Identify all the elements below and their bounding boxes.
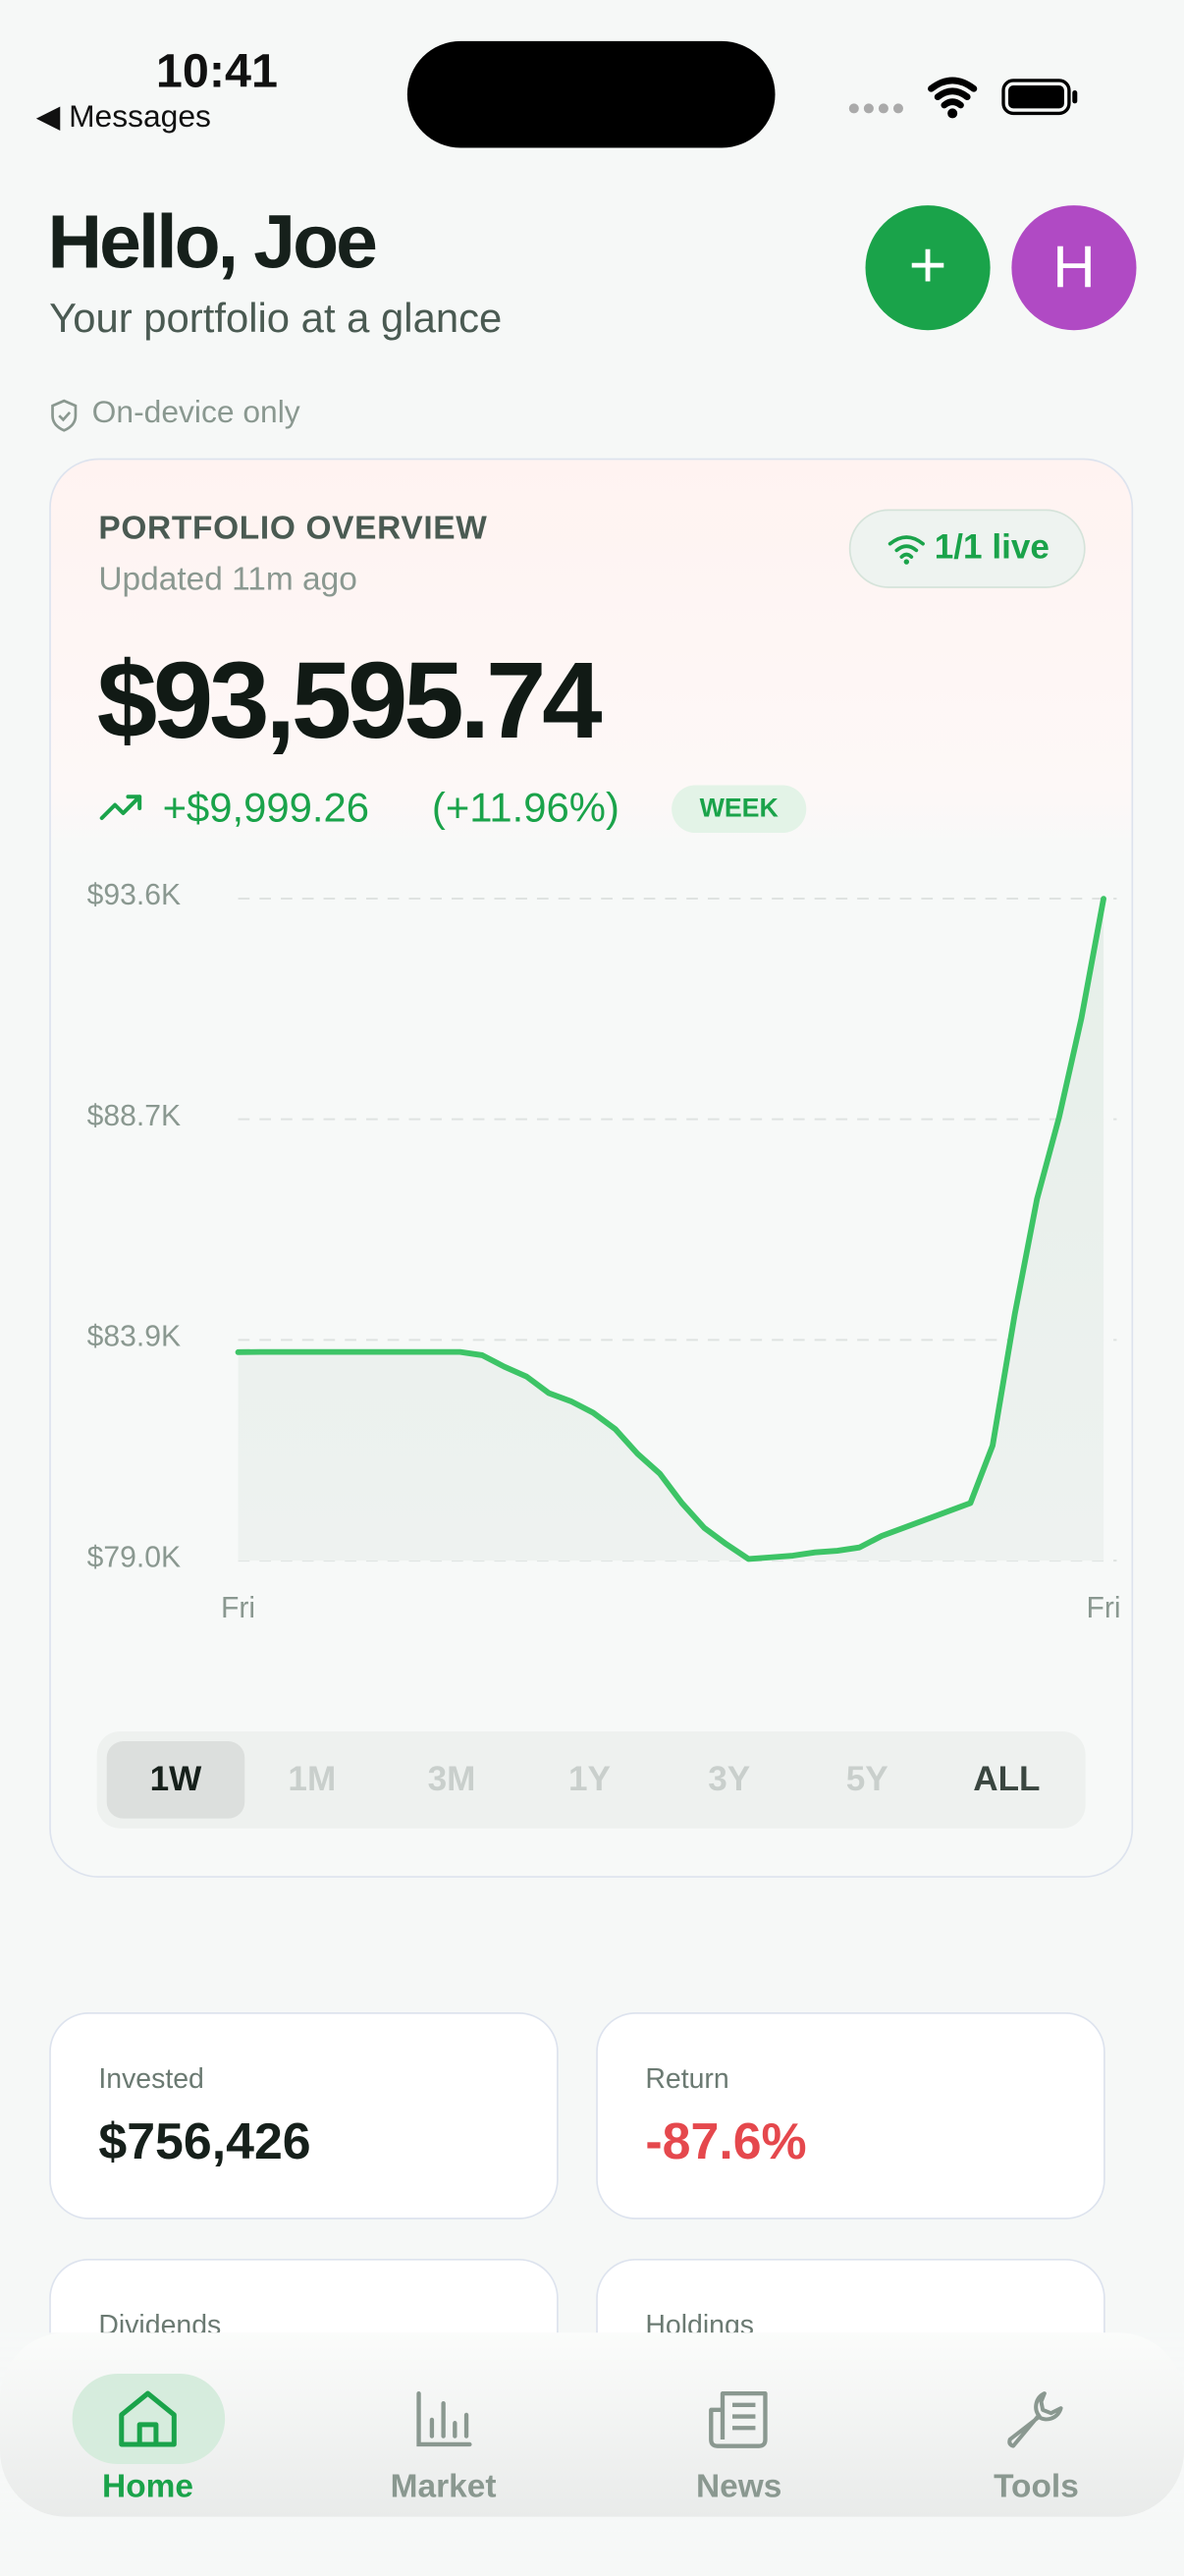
live-status: 1/1 live <box>934 528 1049 568</box>
range-button[interactable]: 3Y <box>708 1761 751 1799</box>
live-pill[interactable]: 1/1 live <box>848 509 1086 588</box>
change-percent: (+11.96%) <box>431 785 619 832</box>
range-button[interactable]: 3M <box>427 1761 476 1799</box>
live-icon <box>888 535 925 565</box>
period-badge: WEEK <box>672 785 807 834</box>
area <box>238 899 1104 1562</box>
tab-highlight <box>72 2374 226 2465</box>
updated: Updated 11m ago <box>98 562 357 598</box>
avatar[interactable]: H <box>1011 205 1137 331</box>
stat-label: Invested <box>98 2062 204 2095</box>
privacy-note: On-device only <box>91 396 300 431</box>
back-label: Messages <box>69 100 211 136</box>
card-label: PORTFOLIO OVERVIEW <box>98 511 488 548</box>
line <box>235 896 1106 1562</box>
stat-value: -87.6% <box>645 2112 807 2170</box>
stat-card: Invested $756,426 <box>49 2012 559 2220</box>
home-icon <box>119 2390 177 2447</box>
range-button[interactable]: 1Y <box>568 1761 611 1799</box>
x-tick-label: Fri <box>1087 1592 1121 1624</box>
subtitle: Your portfolio at a glance <box>49 296 503 342</box>
range-button[interactable]: 1M <box>288 1761 337 1799</box>
back-link[interactable]: ◀ Messages <box>35 100 211 136</box>
news-icon <box>709 2390 768 2448</box>
tab-label[interactable]: Tools <box>994 2469 1079 2505</box>
status-time: 10:41 <box>155 45 278 99</box>
add-button[interactable]: + <box>865 205 991 331</box>
status-icons <box>848 77 1078 119</box>
chart: $79.0K $83.9K $88.7K $93.6K Fri Fri <box>87 879 1121 1624</box>
range-button[interactable]: 5Y <box>845 1761 888 1799</box>
tab-label[interactable]: Market <box>390 2469 497 2505</box>
market-icon <box>416 2390 472 2447</box>
range-button[interactable]: ALL <box>973 1761 1041 1799</box>
change-amount: +$9,999.26 <box>162 785 370 832</box>
shield-icon <box>51 399 78 432</box>
x-tick-label: Fri <box>221 1592 255 1624</box>
range-selector <box>96 1731 1086 1829</box>
trend-icon <box>99 795 142 821</box>
overview-card <box>49 458 1134 1878</box>
tab-label[interactable]: News <box>696 2469 782 2505</box>
range-button[interactable]: 1W <box>106 1741 245 1819</box>
dynamic-island <box>406 40 776 148</box>
y-tick-label: $83.9K <box>87 1321 181 1353</box>
tools-icon <box>1007 2391 1063 2448</box>
stat-label: Return <box>645 2062 729 2095</box>
y-tick-label: $79.0K <box>87 1541 181 1573</box>
y-tick-label: $88.7K <box>87 1100 181 1132</box>
greeting: Hello, Joe <box>47 198 378 285</box>
stat-value: $756,426 <box>98 2112 311 2170</box>
tab-label[interactable]: Home <box>102 2469 194 2505</box>
portfolio-total: $93,595.74 <box>96 638 603 761</box>
stat-card: Return -87.6% <box>596 2012 1105 2220</box>
y-tick-label: $93.6K <box>87 879 181 911</box>
